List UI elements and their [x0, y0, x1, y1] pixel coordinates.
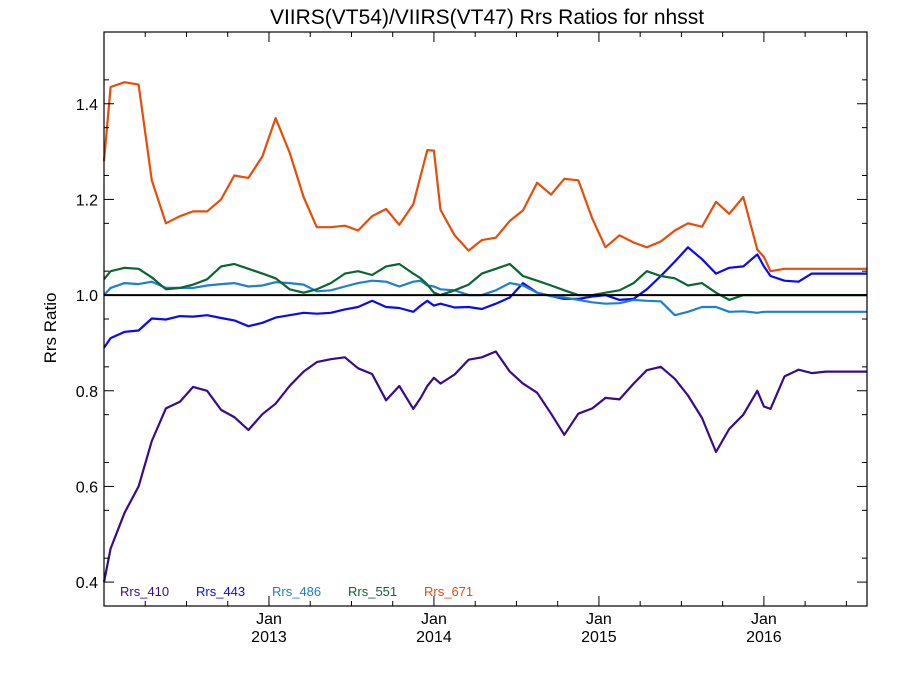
axes: 0.40.60.81.01.21.4Jan2013Jan2014Jan2015J…: [76, 32, 867, 646]
y-tick-label: 0.8: [76, 384, 98, 401]
series-line-rrs-671: [102, 81, 867, 273]
y-axis-label: Rrs Ratio: [41, 293, 60, 364]
legend-label-rrs-671: Rrs_671: [424, 584, 473, 599]
x-tick-label-month: Jan: [586, 611, 612, 628]
series-line-rrs-410: [102, 350, 867, 583]
legend: Rrs_410 Rrs_443 Rrs_486 Rrs_551 Rrs_671: [120, 584, 473, 599]
y-tick-label: 0.6: [76, 479, 98, 496]
chart-title: VIIRS(VT54)/VIIRS(VT47) Rrs Ratios for n…: [270, 6, 704, 29]
x-tick-label-year: 2014: [416, 629, 452, 646]
y-tick-label: 1.0: [76, 288, 98, 305]
plot-lines: [102, 81, 867, 583]
legend-label-rrs-410: Rrs_410: [120, 584, 169, 599]
legend-label-rrs-486: Rrs_486: [272, 584, 321, 599]
x-tick-label-year: 2016: [746, 629, 782, 646]
y-tick-label: 1.2: [76, 192, 98, 209]
y-tick-label: 0.4: [76, 575, 98, 592]
x-tick-label-month: Jan: [751, 611, 777, 628]
plot-frame: [103, 31, 868, 607]
legend-label-rrs-443: Rrs_443: [196, 584, 245, 599]
x-tick-label-year: 2015: [581, 629, 617, 646]
y-tick-label: 1.4: [76, 97, 98, 114]
x-tick-label-month: Jan: [256, 611, 282, 628]
x-tick-label-month: Jan: [421, 611, 447, 628]
series-line-rrs-486: [103, 279, 867, 317]
legend-label-rrs-551: Rrs_551: [348, 584, 397, 599]
x-tick-label-year: 2013: [251, 629, 287, 646]
series-line-rrs-443: [103, 246, 867, 349]
